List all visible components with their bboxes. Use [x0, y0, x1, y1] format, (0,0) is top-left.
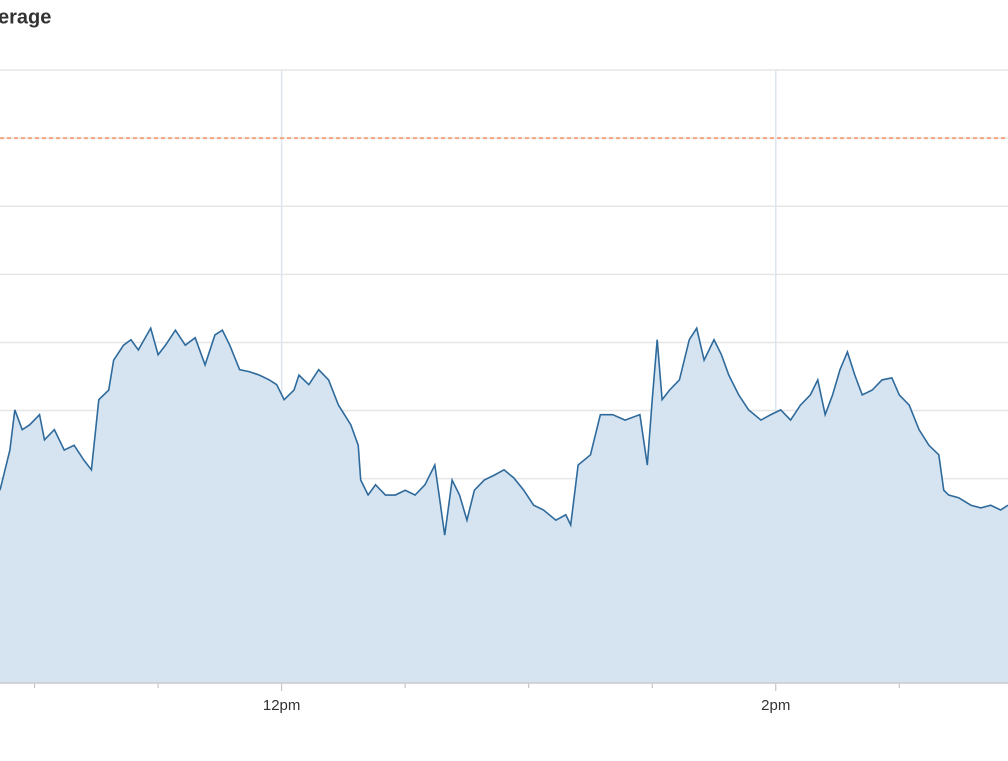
x-tick-label: 2pm: [761, 697, 790, 714]
chart-title: erage: [0, 6, 51, 28]
line: [0, 326, 1008, 536]
x-tick-label: 12pm: [263, 697, 301, 714]
